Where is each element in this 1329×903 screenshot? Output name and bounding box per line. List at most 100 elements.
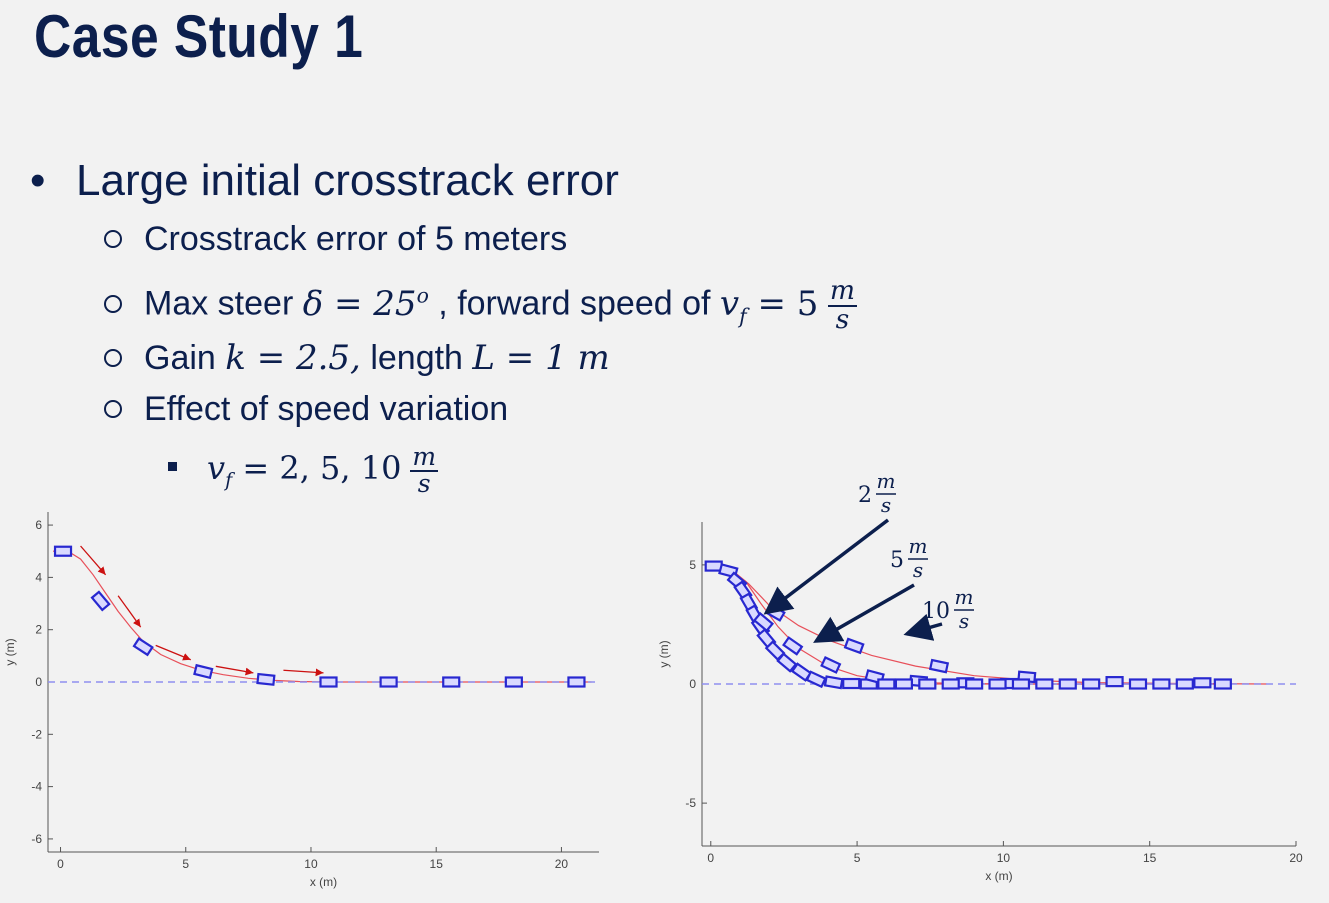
sub-bullet-speed-variation: Effect of speed variation <box>104 390 508 429</box>
annotation-arrow <box>813 583 915 643</box>
x-tick-label: 10 <box>304 857 318 871</box>
vehicle-marker <box>843 637 865 655</box>
vehicle-marker <box>1011 678 1031 690</box>
annotation-unit-num: m <box>877 469 896 493</box>
vehicle-marker <box>1193 677 1212 689</box>
vehicle-marker <box>1105 676 1124 688</box>
ring-bullet-icon <box>104 400 122 419</box>
direction-arrow <box>215 665 254 676</box>
speed-annotation-2: 2ms <box>763 469 896 615</box>
vehicle-marker <box>379 676 398 688</box>
annotation-arrow <box>903 613 943 641</box>
vehicle-marker <box>782 636 804 656</box>
y-tick-label: -6 <box>31 832 42 846</box>
vehicle-marker <box>53 545 73 557</box>
vehicle-marker <box>1035 678 1054 690</box>
max-steer-label: Max steer <box>144 284 294 323</box>
x-tick-label: 20 <box>555 857 569 871</box>
vehicle-marker <box>776 652 798 673</box>
vehicle-marker <box>319 676 338 688</box>
x-tick-label: 20 <box>1289 851 1303 865</box>
direction-arrow <box>155 644 192 661</box>
vehicle-marker <box>704 560 723 572</box>
length-equation: L = 1 m <box>472 338 610 378</box>
x-tick-label: 10 <box>997 851 1011 865</box>
length-label: length <box>370 339 463 377</box>
vehicle-marker <box>1128 678 1148 690</box>
vehicle-marker <box>1175 678 1194 690</box>
vehicle-marker <box>928 658 950 674</box>
x-axis-label: x (m) <box>985 869 1012 883</box>
vehicle-marker <box>918 678 937 690</box>
x-tick-label: 0 <box>57 857 64 871</box>
y-tick-label: 0 <box>689 677 696 691</box>
vehicle-marker <box>877 678 896 690</box>
vehicle-marker <box>193 663 214 680</box>
direction-arrow <box>80 545 107 576</box>
sub-bullet-crosstrack: Crosstrack error of 5 meters <box>104 220 567 259</box>
vehicle-marker <box>894 678 914 690</box>
direction-arrow <box>117 595 142 628</box>
direction-arrow <box>283 668 324 677</box>
sub-bullet-text: Crosstrack error of 5 meters <box>144 220 568 258</box>
y-tick-label: 6 <box>35 518 42 532</box>
ring-bullet-icon <box>104 349 122 368</box>
y-axis-label: y (m) <box>3 638 17 665</box>
series-line <box>53 550 592 683</box>
vehicle-marker <box>1082 678 1101 690</box>
annotation-unit-num: m <box>955 585 974 609</box>
annotation-unit-den: s <box>881 493 891 517</box>
bullet-main: • Large initial crosstrack error <box>30 156 619 206</box>
bullet-main-text: Large initial crosstrack error <box>76 156 619 205</box>
y-tick-label: -4 <box>31 780 42 794</box>
vehicle-marker <box>567 676 586 688</box>
sub-bullet-text: Effect of speed variation <box>144 390 509 428</box>
x-tick-label: 5 <box>854 851 861 865</box>
bullet-dot: • <box>30 156 46 205</box>
x-tick-label: 5 <box>182 857 189 871</box>
annotation-unit-den: s <box>913 558 923 582</box>
vehicle-marker <box>1213 678 1232 690</box>
delta-equation: δ = 25o <box>302 283 429 324</box>
y-tick-label: 5 <box>689 558 696 572</box>
y-tick-label: 2 <box>35 623 42 637</box>
vehicle-marker <box>504 676 523 688</box>
vehicle-marker <box>442 676 461 688</box>
x-tick-label: 15 <box>1143 851 1157 865</box>
vehicle-marker <box>752 611 775 633</box>
vehicle-marker <box>941 678 960 690</box>
vehicle-marker <box>988 678 1007 690</box>
x-tick-label: 0 <box>707 851 714 865</box>
sub-bullet-gain: Gain k = 2.5, length L = 1 m <box>104 338 610 378</box>
vehicle-marker <box>965 678 984 690</box>
velocity-equation: vf = 5 <box>719 283 819 328</box>
vehicle-marker <box>820 656 842 674</box>
vehicle-marker <box>842 677 861 690</box>
annotation-value: 2 <box>858 483 872 508</box>
vehicle-marker <box>823 675 844 690</box>
ring-bullet-icon <box>104 294 122 313</box>
gain-equation: k = 2.5, <box>225 338 361 378</box>
speeds-equation: vf = 2, 5, 10 <box>207 449 402 492</box>
vehicle-marker <box>1152 678 1171 690</box>
y-tick-label: 0 <box>35 675 42 689</box>
vehicle-marker <box>1058 678 1077 690</box>
gain-label: Gain <box>144 339 216 377</box>
y-tick-label: -2 <box>31 727 42 741</box>
annotation-unit-num: m <box>909 534 928 558</box>
sub-bullet-max-steer: Max steer δ = 25o , forward speed of vf … <box>104 275 858 335</box>
forward-speed-label: , forward speed of <box>438 284 711 323</box>
slide-title: Case Study 1 <box>34 3 364 70</box>
speed-annotation-5: 5ms <box>813 534 928 643</box>
vehicle-marker <box>90 590 111 612</box>
y-tick-label: -5 <box>685 796 696 810</box>
x-axis-label: x (m) <box>310 875 337 889</box>
annotation-arrow <box>763 518 890 615</box>
